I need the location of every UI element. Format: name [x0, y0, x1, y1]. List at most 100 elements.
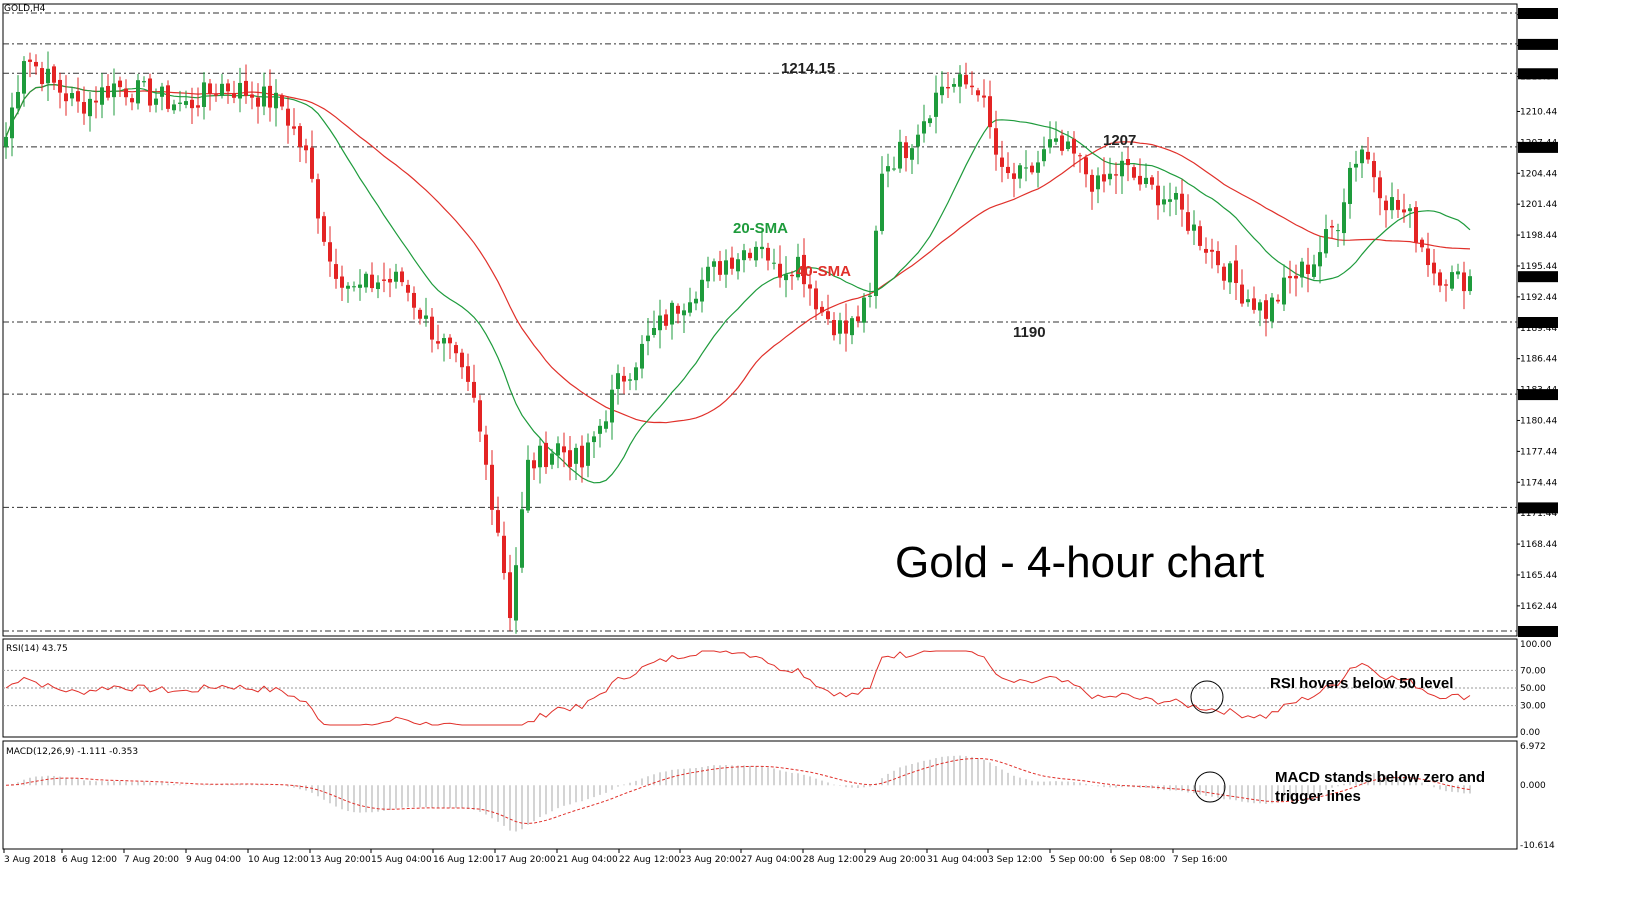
candle-body [1264, 300, 1268, 319]
sma20-line [5, 83, 1471, 484]
candle-body [1090, 174, 1094, 192]
candle-body [40, 68, 44, 85]
candle-body [964, 74, 968, 85]
candle-body [1252, 298, 1256, 310]
candle-body [1198, 226, 1202, 246]
candle-body [1402, 209, 1406, 213]
macd-highlight-circle [1194, 771, 1226, 803]
candle-body [352, 286, 356, 288]
rsi-tick-label: 50.00 [1520, 684, 1546, 694]
candle-body [610, 389, 614, 423]
candle-body [460, 352, 464, 368]
candle-body [1126, 158, 1130, 166]
sma40-line [5, 83, 1471, 424]
candle-body [496, 510, 500, 533]
candle-body [1072, 138, 1076, 154]
candle-body [1132, 167, 1136, 178]
price-axis: 1219.841216.841213.841210.441207.441204.… [1517, 8, 1558, 638]
candle-body [1030, 165, 1034, 173]
candle-body [520, 509, 524, 568]
candle-body [1102, 174, 1106, 182]
level-tag-7-box [1518, 626, 1558, 637]
candle-body [1054, 138, 1058, 142]
candle-body [268, 85, 272, 108]
rsi-label: RSI(14) 43.75 [6, 644, 68, 654]
candle-body [130, 98, 134, 103]
candle-body [562, 446, 566, 453]
time-tick-label: 10 Aug 12:00 [248, 855, 309, 865]
level-tag-5-box [1518, 389, 1558, 401]
candle-body [910, 148, 914, 160]
level-tag-6-text: 1172.00 [1520, 504, 1557, 514]
candle-body [868, 295, 872, 297]
candle-body [1144, 177, 1148, 184]
candle-body [586, 442, 590, 466]
candle-body [28, 59, 32, 62]
candle-body [760, 246, 764, 250]
candle-body [154, 98, 158, 105]
candle-body [466, 366, 470, 382]
candle-body [508, 572, 512, 619]
candle-body [1318, 252, 1322, 267]
candle-body [382, 279, 386, 281]
candle-body [898, 141, 902, 169]
candle-body [958, 74, 962, 87]
candle-body [718, 261, 722, 275]
candle-body [430, 316, 434, 340]
time-tick-label: 6 Sep 08:00 [1111, 855, 1166, 865]
candle-body [1384, 200, 1388, 211]
candle-body [184, 101, 188, 105]
annotation-4: 40-SMA [796, 263, 851, 280]
candle-body [832, 320, 836, 336]
candle-body [148, 78, 152, 106]
candle-body [1420, 239, 1424, 248]
candle-body [724, 260, 728, 275]
time-tick-label: 3 Aug 2018 [4, 855, 56, 865]
candle-body [328, 242, 332, 262]
candle-body [1468, 276, 1472, 292]
candle-body [676, 305, 680, 314]
candle-body [484, 434, 488, 465]
candle-body [1396, 199, 1400, 210]
candle-body [1336, 230, 1340, 232]
annotations: 1214.15 1207 1190 20-SMA 40-SMA [733, 60, 1136, 341]
candle-body [634, 367, 638, 381]
candle-body [418, 309, 422, 319]
candle-body [190, 99, 194, 109]
chart-title: Gold - 4-hour chart [895, 538, 1264, 587]
candle-body [1228, 263, 1232, 283]
candle-body [988, 96, 992, 128]
candle-body [400, 271, 404, 283]
price-tick-label: 1186.44 [1520, 355, 1557, 365]
annotation-0: 1214.15 [781, 60, 835, 77]
candle-body [1360, 149, 1364, 164]
price-panel-frame [2, 3, 1518, 637]
candle-body [1120, 160, 1124, 177]
candle-body [490, 464, 494, 510]
price-tick-label: 1204.44 [1520, 169, 1557, 179]
candle-body [340, 276, 344, 288]
candle-body [688, 302, 692, 313]
candle-body [1408, 208, 1412, 212]
candle-body [1042, 149, 1046, 162]
candle-body [670, 302, 674, 325]
time-tick-label: 7 Sep 16:00 [1173, 855, 1228, 865]
candle-body [322, 216, 326, 242]
time-tick-label: 3 Sep 12:00 [988, 855, 1043, 865]
candle-body [1288, 276, 1292, 279]
candle-body [172, 104, 176, 111]
candle-body [298, 126, 302, 147]
candle-body [1036, 162, 1040, 173]
candle-body [34, 61, 38, 67]
candle-body [1000, 157, 1004, 167]
candle-body [1378, 177, 1382, 199]
annotation-3: 20-SMA [733, 220, 788, 237]
candle-body [1174, 192, 1178, 200]
candle-body [220, 83, 224, 96]
time-tick-label: 23 Aug 20:00 [680, 855, 741, 865]
sma20-polyline [5, 83, 1471, 484]
candle-body [838, 320, 842, 334]
candle-body [142, 81, 146, 83]
candle-body [862, 297, 866, 323]
candle-body [784, 274, 788, 281]
